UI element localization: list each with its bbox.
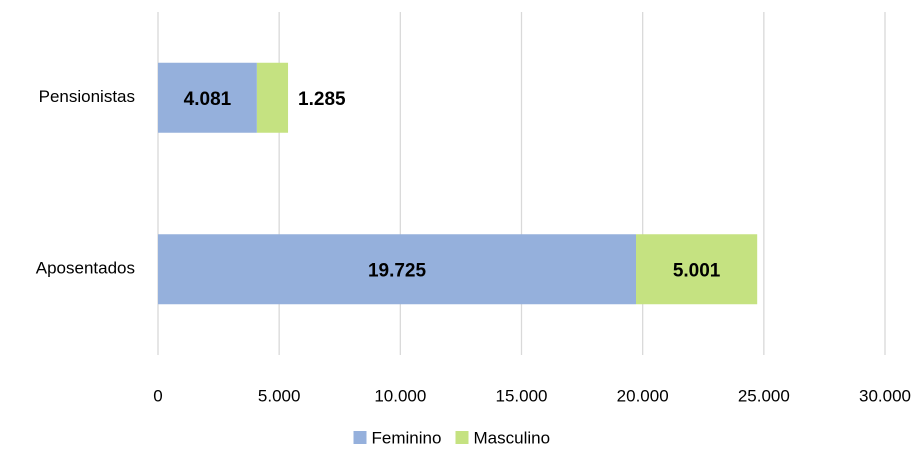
y-tick-label: Pensionistas [39, 87, 135, 106]
legend-label: Masculino [474, 428, 551, 447]
x-tick-label: 30.000 [859, 386, 911, 405]
y-tick-label: Aposentados [36, 259, 135, 278]
legend-swatch [353, 431, 367, 444]
value-label: 5.001 [673, 260, 721, 281]
bar [636, 234, 758, 305]
bar [158, 234, 637, 305]
x-tick-label: 25.000 [738, 386, 790, 405]
value-label: 1.285 [298, 89, 346, 110]
legend-swatch [455, 431, 469, 444]
x-tick-label: 20.000 [617, 386, 669, 405]
legend-label: Feminino [372, 428, 442, 447]
x-tick-label: 0 [153, 386, 162, 405]
value-label: 19.725 [368, 260, 427, 281]
x-tick-label: 5.000 [258, 386, 301, 405]
x-tick-label: 15.000 [496, 386, 548, 405]
x-tick-label: 10.000 [374, 386, 426, 405]
bar [256, 62, 289, 133]
value-label: 4.081 [184, 89, 232, 110]
bar [158, 62, 257, 133]
